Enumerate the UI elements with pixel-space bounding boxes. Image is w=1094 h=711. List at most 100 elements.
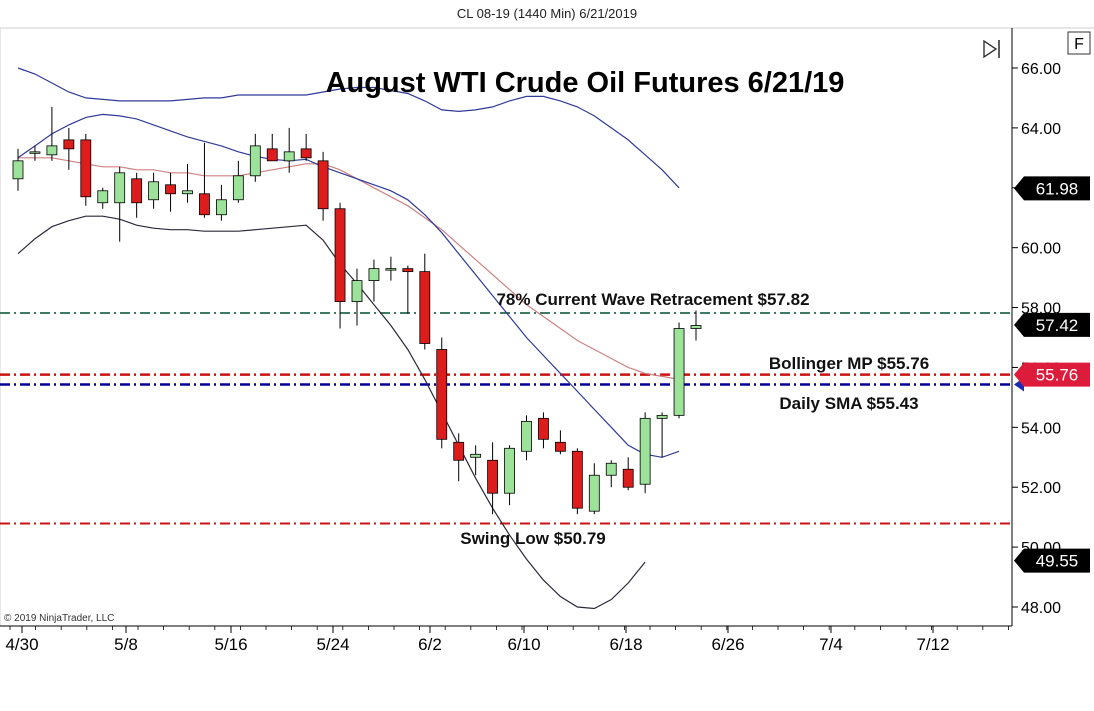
retracement-label: 78% Current Wave Retracement $57.82 xyxy=(496,290,809,309)
y-tick-label: 48.00 xyxy=(1021,600,1061,617)
candle xyxy=(402,265,414,314)
candle-body xyxy=(419,271,431,344)
candle xyxy=(46,106,58,161)
candle-body xyxy=(538,417,549,440)
chart-title: August WTI Crude Oil Futures 6/21/19 xyxy=(326,67,845,99)
sma-line xyxy=(18,157,680,380)
y-tick-label: 66.00 xyxy=(1021,61,1061,78)
levels-layer xyxy=(0,311,1012,525)
candle xyxy=(266,133,278,162)
candle-body xyxy=(521,420,532,452)
candle-body xyxy=(555,441,566,452)
candle-body xyxy=(29,151,41,154)
candle-body xyxy=(63,139,75,150)
candle xyxy=(453,433,465,482)
candle-body xyxy=(148,181,160,201)
price-tag-upper-band: 61.98 xyxy=(1036,179,1079,198)
candle xyxy=(571,448,583,515)
x-tick-label: 7/4 xyxy=(819,635,843,654)
lower-band-line xyxy=(17,215,646,610)
candle xyxy=(215,184,227,221)
x-tick-label: 6/2 xyxy=(418,635,442,654)
price-tag-last-bg xyxy=(1014,312,1090,337)
candle-body xyxy=(232,175,244,201)
swing-low-label: Swing Low $50.79 xyxy=(460,529,606,548)
candle-body xyxy=(334,208,346,302)
candle-body xyxy=(690,325,702,329)
candle xyxy=(334,202,346,329)
price-tag-bollinger-mp-bg xyxy=(1014,362,1090,387)
f-button[interactable]: F xyxy=(1067,31,1091,55)
candle xyxy=(555,430,566,455)
y-tick-label: 64.00 xyxy=(1021,121,1061,138)
candle-body xyxy=(215,199,227,216)
price-tag-upper-band-bg xyxy=(1014,176,1090,201)
chart-header: CL 08-19 (1440 Min) 6/21/2019 xyxy=(457,6,637,21)
upper-band-line xyxy=(17,67,680,189)
candle-body xyxy=(470,453,482,458)
candle-body xyxy=(605,462,617,476)
price-tag-bollinger-mp: 55.76 xyxy=(1036,366,1079,385)
candle xyxy=(673,322,685,419)
candle xyxy=(487,442,499,515)
candle xyxy=(588,463,600,515)
y-axis-ticks: 48.0050.0052.0054.0056.0058.0060.0062.00… xyxy=(1012,61,1061,617)
candle-body xyxy=(504,447,515,494)
candle xyxy=(29,145,41,161)
x-tick-label: 5/8 xyxy=(114,635,138,654)
x-tick-label: 6/26 xyxy=(711,635,744,654)
candle-body xyxy=(12,160,24,180)
x-tick-label: 5/16 xyxy=(214,635,247,654)
candle-body xyxy=(351,280,363,302)
x-tick-label: 6/18 xyxy=(609,635,642,654)
candle xyxy=(639,412,651,494)
candle-body xyxy=(97,190,109,204)
f-button-label: F xyxy=(1074,36,1084,53)
candle-body xyxy=(46,145,58,156)
candle-body xyxy=(673,328,685,416)
candle xyxy=(436,337,448,449)
candle-body xyxy=(402,268,414,273)
y-tick-label: 52.00 xyxy=(1021,480,1061,497)
candle-body xyxy=(114,172,126,204)
candle xyxy=(351,268,363,326)
price-tag-lower-band: 49.55 xyxy=(1036,552,1079,571)
candle-body xyxy=(436,349,448,440)
candle xyxy=(368,259,380,302)
candle xyxy=(148,172,160,209)
candle xyxy=(131,172,143,218)
indicator-layer xyxy=(17,67,680,610)
candle-body xyxy=(588,474,600,512)
price-tag-lower-band-bg xyxy=(1014,548,1090,573)
candle-body xyxy=(182,190,193,195)
price-tag-last: 57.42 xyxy=(1036,316,1079,335)
candle xyxy=(317,151,329,221)
candle xyxy=(165,172,176,212)
candle-body xyxy=(571,450,583,509)
candle xyxy=(283,127,295,173)
x-axis-ticks: 4/30 5/8 5/16 5/24 6/2 6/10 6/18 6/26 7/4 7/12 xyxy=(5,626,1009,654)
candle xyxy=(605,460,617,488)
plot-frame xyxy=(0,27,1013,627)
skip-to-end-icon[interactable] xyxy=(983,39,1000,59)
x-tick-label: 6/10 xyxy=(507,635,540,654)
price-tags: 61.98 57.42 55.76 49.55 xyxy=(1014,176,1090,573)
candle xyxy=(249,133,261,182)
candle-body xyxy=(622,468,634,488)
candle xyxy=(419,253,431,350)
candle-body xyxy=(317,160,329,210)
candle xyxy=(80,133,92,206)
candles-layer xyxy=(12,106,702,515)
candle-body xyxy=(266,148,278,162)
x-tick-label: 5/24 xyxy=(316,635,349,654)
candle xyxy=(656,412,668,458)
candle-body xyxy=(639,417,651,485)
candle xyxy=(63,127,75,170)
candle-body xyxy=(300,148,312,159)
candle xyxy=(199,142,210,218)
x-tick-label: 4/30 xyxy=(5,635,38,654)
candle xyxy=(300,133,312,161)
candle xyxy=(114,166,126,242)
candle-body xyxy=(283,151,295,162)
